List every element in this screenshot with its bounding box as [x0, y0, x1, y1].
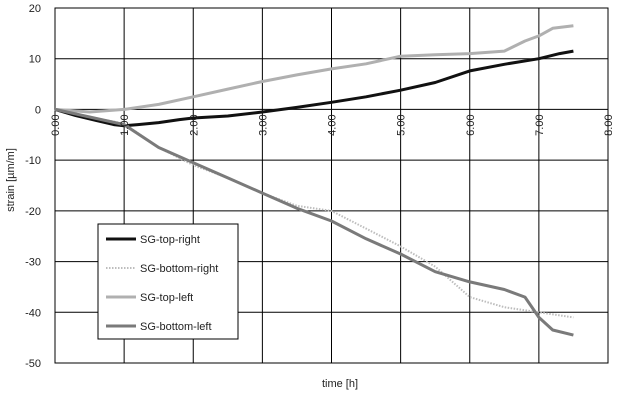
- y-tick-label: -10: [25, 155, 41, 167]
- y-tick-label: -30: [25, 257, 41, 269]
- x-tick-label: 6.00: [465, 114, 477, 135]
- plot-area-border: [54, 7, 609, 364]
- y-tick-label: -20: [25, 206, 41, 218]
- y-tick-label: 10: [29, 54, 41, 66]
- y-tick-label: 0: [35, 104, 41, 116]
- x-tick-label: 7.00: [534, 114, 546, 135]
- x-axis-title: time [h]: [322, 378, 358, 390]
- y-tick-label: -50: [25, 358, 41, 370]
- legend: SG-top-right SG-bottom-right SG-top-left SG…: [97, 223, 239, 340]
- series-line-sg-bottom-left: [54, 107, 574, 337]
- legend-label: SG-top-right: [140, 234, 200, 246]
- x-tick-label: 1.00: [119, 114, 131, 135]
- legend-label: SG-bottom-left: [140, 321, 212, 333]
- series-line-sg-bottom-right: [54, 108, 574, 319]
- series-line-sg-top-right: [54, 49, 574, 128]
- legend-label: SG-top-left: [140, 292, 193, 304]
- y-tick-label: -40: [25, 307, 41, 319]
- x-tick-label: 8.00: [603, 114, 615, 135]
- x-tick-label: 0.00: [50, 114, 62, 135]
- series-line-sg-top-left: [54, 24, 574, 114]
- series-layer: [54, 24, 574, 337]
- x-tick-label: 5.00: [396, 114, 408, 135]
- legend-box: [97, 223, 239, 340]
- axes: [54, 7, 609, 364]
- x-tick-label: 4.00: [327, 114, 339, 135]
- x-tick-label: 2.00: [188, 114, 200, 135]
- y-tick-label: 20: [29, 3, 41, 15]
- tick-labels: 20 10 0 -10 -20 -30 -40 -50 0.00 1.00 2.00 3.00 4.00…: [25, 3, 615, 370]
- x-tick-label: 3.00: [257, 114, 269, 135]
- legend-label: SG-bottom-right: [140, 263, 218, 275]
- y-axis-title: strain [µm/m]: [5, 148, 17, 212]
